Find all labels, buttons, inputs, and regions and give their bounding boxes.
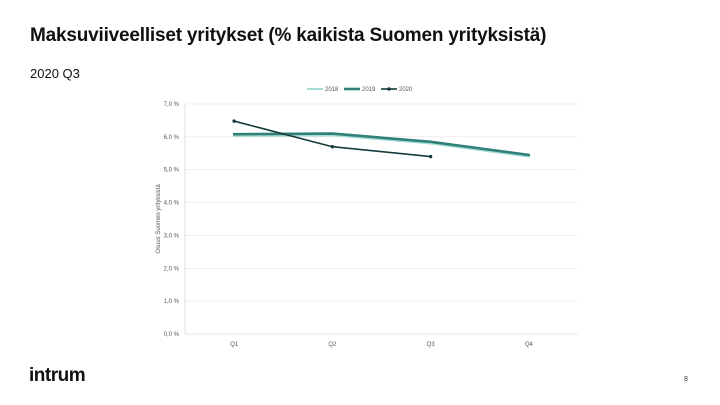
y-tick-label: 6,0 % — [164, 135, 180, 141]
slide-subtitle: 2020 Q3 — [30, 66, 80, 81]
y-tick-label: 3,0 % — [164, 233, 180, 239]
legend-marker — [387, 87, 391, 91]
chart-legend: 2018 2019 2020 — [307, 87, 413, 93]
x-axis: Q1 Q2 Q3 Q4 — [230, 342, 533, 348]
y-tick-label: 0,0 % — [164, 332, 180, 338]
y-tick-label: 5,0 % — [164, 168, 180, 174]
y-tick-label: 1,0 % — [164, 299, 180, 305]
intrum-logo: intrum — [29, 365, 86, 386]
y-tick-label: 7,0 % — [164, 102, 180, 108]
chart-series — [232, 119, 531, 159]
page-number: 8 — [684, 376, 688, 383]
data-point — [330, 145, 335, 149]
x-tick-label: Q2 — [328, 342, 337, 348]
legend-label-2020: 2020 — [399, 87, 413, 93]
y-axis: 0,0 % 1,0 % 2,0 % 3,0 % 4,0 % 5,0 % 6,0 % 7,0 %… — [156, 102, 186, 338]
y-tick-label: 2,0 % — [164, 266, 180, 272]
legend-label-2018: 2018 — [325, 87, 339, 93]
slide-title: Maksuviiveelliset yritykset (% kaikista … — [30, 25, 547, 46]
y-tick-label: 4,0 % — [164, 201, 180, 207]
x-tick-label: Q3 — [427, 342, 436, 348]
y-axis-title: Osuus Suomen yrityksistä — [156, 184, 162, 254]
x-tick-label: Q4 — [525, 342, 534, 348]
x-tick-label: Q1 — [230, 342, 239, 348]
series-line-2018 — [233, 134, 530, 158]
data-point — [428, 154, 433, 159]
data-point — [232, 119, 236, 123]
legend-label-2019: 2019 — [362, 87, 376, 93]
